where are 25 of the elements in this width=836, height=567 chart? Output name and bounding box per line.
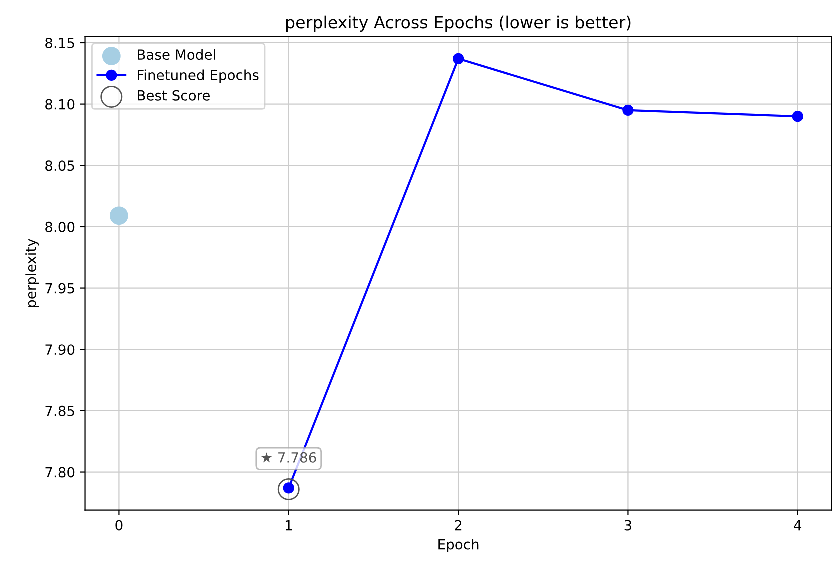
y-tick-label: 8.10	[46, 99, 75, 110]
y-tick-label: 8.15	[46, 38, 74, 48]
x-tick-label: 3	[624, 520, 632, 531]
x-tick-label: 1	[286, 520, 292, 531]
y-tick-label: 8.00	[46, 222, 75, 232]
chart-title: perplexity Across Epochs (lower is better)	[286, 16, 631, 32]
point	[452, 53, 464, 64]
point	[278, 478, 300, 500]
x-axis-title: Epoch	[438, 539, 479, 552]
legend-label: Finetuned Epochs	[138, 70, 259, 84]
y-tick-label: 7.90	[46, 344, 75, 356]
y-tick-label: 7.80	[46, 467, 75, 478]
point	[792, 111, 804, 122]
point	[110, 206, 128, 226]
y-axis-title: perplexity	[26, 239, 40, 308]
x-tick-label: 0	[116, 520, 123, 531]
legend-label: Best Score	[138, 90, 210, 101]
y-tick-label: 8.05	[46, 160, 74, 172]
y-tick-label: 7.85	[46, 406, 74, 416]
x-tick-label: 2	[455, 520, 462, 531]
point	[622, 104, 634, 116]
legend-label: Base Model	[138, 49, 216, 60]
x-tick-label: 4	[794, 520, 802, 531]
y-tick-label: 7.95	[46, 283, 74, 294]
annotation: ★ 7.786	[261, 452, 316, 463]
